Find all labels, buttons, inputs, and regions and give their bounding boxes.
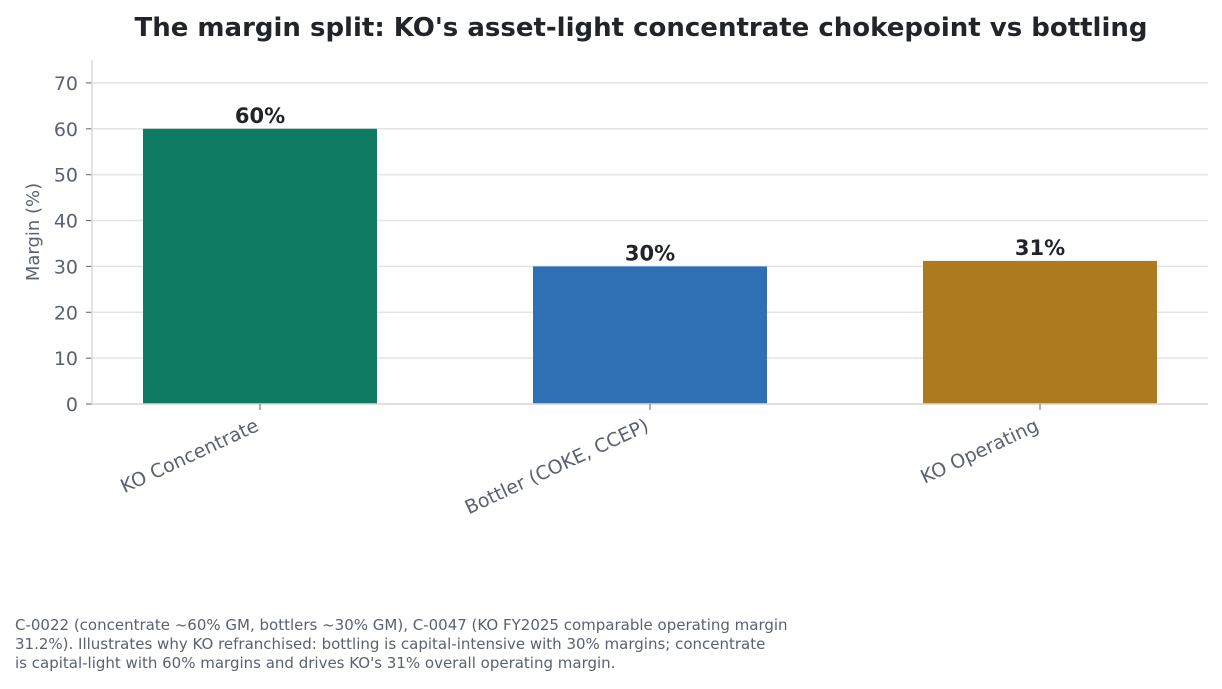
caption-line: C-0022 (concentrate ~60% GM, bottlers ~3… bbox=[15, 616, 788, 634]
y-tick-label: 50 bbox=[54, 165, 78, 187]
x-tick-label: KO Concentrate bbox=[117, 415, 262, 498]
bars bbox=[143, 128, 1157, 405]
y-tick-label: 30 bbox=[54, 256, 78, 278]
x-tick-label: KO Operating bbox=[917, 415, 1042, 489]
y-tick-label: 40 bbox=[54, 211, 78, 233]
y-tick-label: 20 bbox=[54, 302, 78, 324]
chart-title: The margin split: KO's asset-light conce… bbox=[135, 13, 1148, 43]
bar bbox=[143, 128, 377, 405]
caption-line: is capital-light with 60% margins and dr… bbox=[15, 654, 616, 672]
caption-line: 31.2%). Illustrates why KO refranchised:… bbox=[15, 635, 766, 653]
y-tick-label: 0 bbox=[66, 394, 78, 416]
bar bbox=[533, 266, 767, 404]
data-label: 31% bbox=[1015, 236, 1065, 260]
y-tick-label: 10 bbox=[54, 348, 78, 370]
bar-chart: The margin split: KO's asset-light conce… bbox=[23, 13, 1208, 519]
data-labels: 60% 30% 31% bbox=[235, 104, 1065, 266]
data-label: 30% bbox=[625, 241, 675, 265]
y-tick-label: 70 bbox=[54, 73, 78, 95]
y-axis-label: Margin (%) bbox=[23, 183, 44, 281]
caption: C-0022 (concentrate ~60% GM, bottlers ~3… bbox=[15, 616, 855, 673]
x-tick-label: Bottler (COKE, CCEP) bbox=[462, 415, 653, 519]
y-tick-label: 60 bbox=[54, 119, 78, 141]
bar bbox=[923, 260, 1157, 404]
data-label: 60% bbox=[235, 104, 285, 128]
